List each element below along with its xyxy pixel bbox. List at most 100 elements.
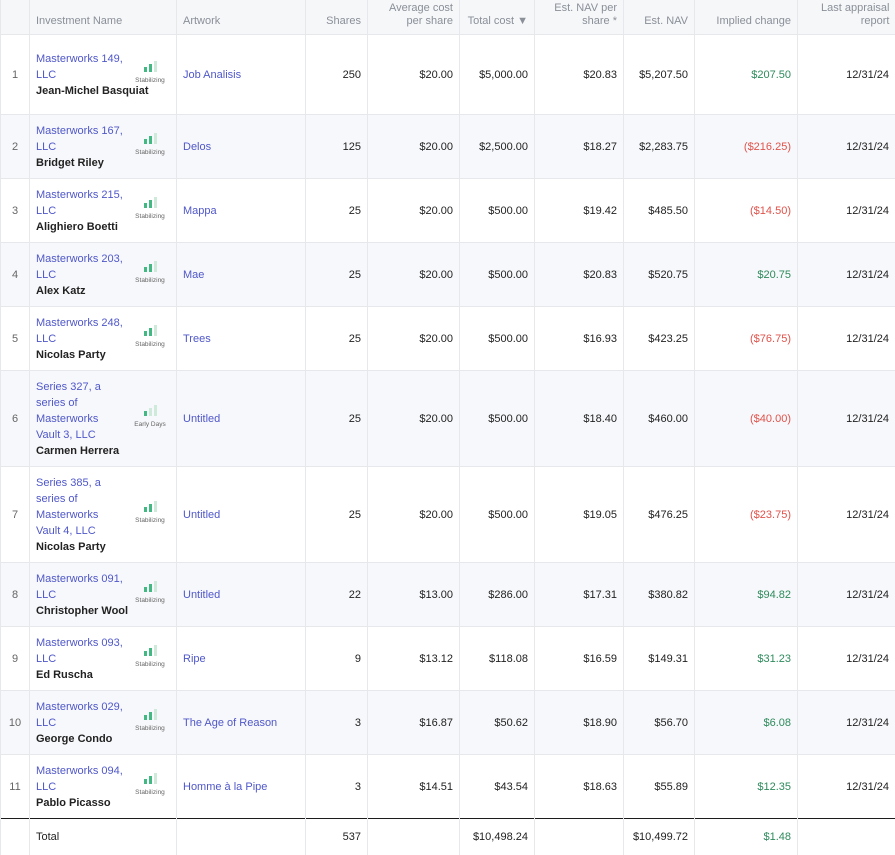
nav-per-share-cell: $19.42 — [535, 179, 624, 243]
est-nav-cell: $476.25 — [624, 467, 695, 563]
status-label: Stabilizing — [130, 209, 170, 225]
total-cost-cell: $500.00 — [460, 179, 535, 243]
total-cost-column-header[interactable]: Total cost ▼ — [460, 0, 535, 34]
est-nav-cell: $380.82 — [624, 563, 695, 627]
total-avg-cost-cell — [368, 819, 460, 855]
last-appraisal-cell: 12/31/24 — [798, 115, 895, 179]
nav-per-share-header-line2: share * — [582, 15, 617, 27]
last-appraisal-cell: 12/31/24 — [798, 179, 895, 243]
artwork-link[interactable]: Ripe — [183, 653, 206, 665]
artist-name: Carmen Herrera — [36, 443, 170, 459]
artwork-link[interactable]: Homme à la Pipe — [183, 781, 267, 793]
total-cost-cell: $286.00 — [460, 563, 535, 627]
implied-change-cell: $20.75 — [695, 243, 798, 307]
last-appraisal-cell: 12/31/24 — [798, 35, 895, 115]
total-last-appraisal-cell — [798, 819, 895, 855]
row-index: 4 — [1, 243, 30, 307]
est-nav-column-header[interactable]: Est. NAV — [624, 0, 695, 34]
total-cost-cell: $500.00 — [460, 307, 535, 371]
status-badge: Stabilizing — [130, 261, 170, 289]
artist-name: Nicolas Party — [36, 539, 170, 555]
artwork-link[interactable]: Untitled — [183, 413, 220, 425]
status-badge: Stabilizing — [130, 773, 170, 801]
last-appraisal-header-line2: report — [861, 15, 890, 27]
artwork-link[interactable]: Untitled — [183, 589, 220, 601]
est-nav-cell: $56.70 — [624, 691, 695, 755]
signal-bars-icon — [130, 405, 170, 416]
investment-name-column-header[interactable]: Investment Name — [30, 0, 177, 34]
avg-cost-cell: $20.00 — [368, 307, 460, 371]
artwork-cell: Untitled — [177, 563, 306, 627]
shares-cell: 22 — [306, 563, 368, 627]
artwork-cell: Homme à la Pipe — [177, 755, 306, 819]
artwork-link[interactable]: Delos — [183, 141, 211, 153]
total-cost-cell: $500.00 — [460, 467, 535, 563]
nav-per-share-cell: $20.83 — [535, 243, 624, 307]
status-label: Stabilizing — [130, 657, 170, 673]
avg-cost-cell: $20.00 — [368, 243, 460, 307]
row-index: 6 — [1, 371, 30, 467]
artwork-column-header[interactable]: Artwork — [177, 0, 306, 34]
investment-name-cell: Series 327, a series of Masterworks Vaul… — [30, 371, 177, 467]
total-cost: $10,498.24 — [460, 819, 535, 855]
artwork-link[interactable]: Mappa — [183, 205, 217, 217]
status-badge: Stabilizing — [130, 197, 170, 225]
nav-per-share-cell: $17.31 — [535, 563, 624, 627]
nav-per-share-cell: $18.90 — [535, 691, 624, 755]
avg-cost-cell: $20.00 — [368, 115, 460, 179]
shares-cell: 25 — [306, 371, 368, 467]
total-cost-cell: $500.00 — [460, 371, 535, 467]
est-nav-cell: $2,283.75 — [624, 115, 695, 179]
est-nav-cell: $520.75 — [624, 243, 695, 307]
last-appraisal-cell: 12/31/24 — [798, 243, 895, 307]
row-index: 2 — [1, 115, 30, 179]
implied-change-column-header[interactable]: Implied change — [695, 0, 798, 34]
status-label: Stabilizing — [130, 721, 170, 737]
shares-cell: 9 — [306, 627, 368, 691]
index-column-header — [1, 0, 30, 34]
total-artwork-cell — [177, 819, 306, 855]
avg-cost-header-line2: per share — [407, 15, 453, 27]
artwork-link[interactable]: Untitled — [183, 509, 220, 521]
last-appraisal-cell: 12/31/24 — [798, 563, 895, 627]
signal-bars-icon — [130, 61, 170, 72]
status-badge: Stabilizing — [130, 61, 170, 89]
artwork-link[interactable]: Mae — [183, 269, 204, 281]
status-badge: Stabilizing — [130, 645, 170, 673]
implied-change-cell: ($216.25) — [695, 115, 798, 179]
total-cost-cell: $118.08 — [460, 627, 535, 691]
implied-change-cell: $207.50 — [695, 35, 798, 115]
artwork-link[interactable]: Job Analisis — [183, 69, 241, 81]
artwork-link[interactable]: The Age of Reason — [183, 717, 277, 729]
status-label: Stabilizing — [130, 73, 170, 89]
shares-column-header[interactable]: Shares — [306, 0, 368, 34]
nav-per-share-cell: $18.40 — [535, 371, 624, 467]
implied-change-cell: $12.35 — [695, 755, 798, 819]
avg-cost-cell: $13.12 — [368, 627, 460, 691]
signal-bars-icon — [130, 501, 170, 512]
signal-bars-icon — [130, 709, 170, 720]
shares-cell: 250 — [306, 35, 368, 115]
artwork-link[interactable]: Trees — [183, 333, 211, 345]
status-badge: Early Days — [130, 405, 170, 433]
nav-per-share-header-line1: Est. NAV per — [554, 2, 617, 14]
total-implied-change: $1.48 — [695, 819, 798, 855]
status-label: Stabilizing — [130, 593, 170, 609]
